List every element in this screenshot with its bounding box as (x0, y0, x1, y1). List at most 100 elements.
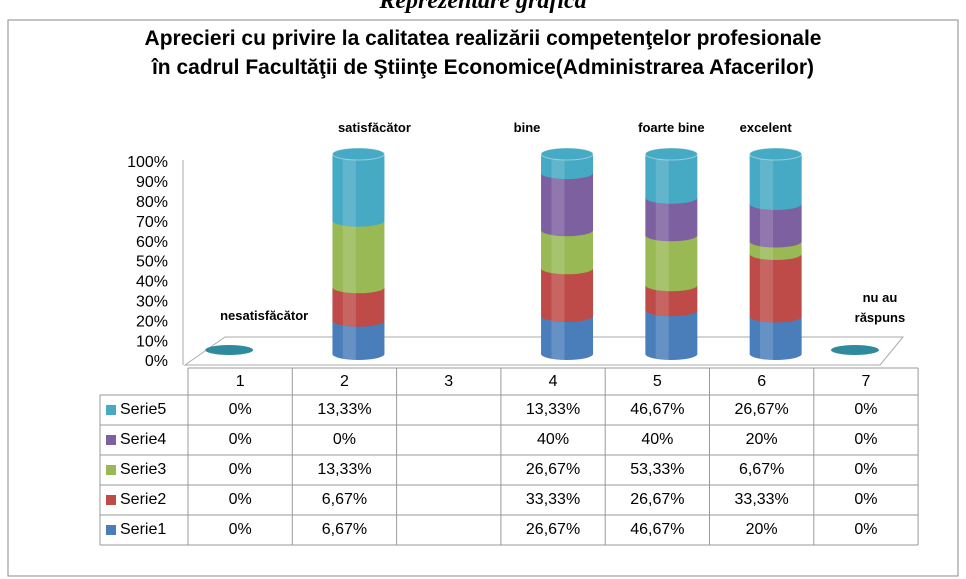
legend-label: Serie3 (120, 461, 166, 478)
table-cell: 13,33% (526, 401, 580, 418)
shade (760, 154, 774, 211)
y-tick-label: 60% (136, 234, 168, 251)
shade (655, 310, 669, 360)
x-tick-label: 1 (236, 373, 245, 390)
table-cell: 0% (229, 491, 252, 508)
title-line: Aprecieri cu privire la calitatea realiz… (144, 27, 822, 50)
cylinder-segment (645, 197, 698, 242)
shade (655, 154, 669, 204)
shade (655, 197, 669, 242)
shade (551, 173, 565, 237)
legend-swatch (106, 495, 116, 505)
category-annotation: satisfăcător (337, 120, 411, 135)
cylinder-segment (749, 316, 802, 360)
y-tick-label: 10% (136, 333, 168, 350)
y-tick-label: 40% (136, 274, 168, 291)
y-tick-label: 80% (136, 194, 168, 211)
chart-border (7, 19, 959, 577)
x-tick-label: 2 (340, 373, 349, 390)
category-annotation: bine (513, 120, 541, 135)
table-cell: 33,33% (526, 491, 580, 508)
y-tick-label: 30% (136, 294, 168, 311)
category-annotation: nesatisfăcător (220, 308, 309, 323)
shade (551, 154, 565, 180)
y-tick-label: 20% (136, 313, 168, 330)
cylinder-segment (749, 204, 802, 248)
shade (655, 235, 669, 292)
cylinder-segment (749, 254, 802, 323)
cylinder-segment (541, 268, 594, 322)
table-cell: 0% (854, 401, 877, 418)
table-cell: 53,33% (630, 461, 684, 478)
legend-label: Serie4 (120, 431, 166, 448)
x-tick-label: 5 (653, 373, 662, 390)
shade (551, 315, 565, 360)
legend-swatch (106, 435, 116, 445)
cylinder-segment (541, 315, 594, 360)
table-cell: 0% (229, 521, 252, 538)
shade (655, 285, 669, 317)
cylinder-segment (332, 287, 385, 327)
shade (760, 316, 774, 360)
cylinder-segment (749, 154, 802, 211)
legend-swatch (106, 405, 116, 415)
table-cell: 26,67% (735, 401, 789, 418)
table-cell: 13,33% (317, 401, 371, 418)
table-cell: 0% (229, 461, 252, 478)
category-annotation: excelent (739, 120, 792, 135)
table-cell: 13,33% (317, 461, 371, 478)
cylinder-segment (645, 154, 698, 204)
x-tick-label: 6 (757, 373, 766, 390)
table-cell: 0% (333, 431, 356, 448)
table-cell: 6,67% (322, 521, 367, 538)
table-cell: 26,67% (630, 491, 684, 508)
table-cell: 0% (854, 461, 877, 478)
cylinder-segment (645, 235, 698, 292)
shade (551, 230, 565, 275)
y-tick-label: 50% (136, 254, 168, 271)
cylinder-segment (332, 220, 385, 294)
empty-cylinder (205, 345, 254, 355)
shade (551, 268, 565, 322)
table-cell: 0% (854, 431, 877, 448)
y-tick-label: 100% (127, 154, 168, 171)
legend-label: Serie1 (120, 521, 166, 538)
cylinder-top (644, 147, 698, 161)
table-cell: 0% (229, 431, 252, 448)
table-cell: 40% (537, 431, 569, 448)
title-line: în cadrul Facultăţii de Ştiinţe Economic… (151, 56, 815, 79)
cylinder-top (540, 147, 594, 161)
legend-swatch (106, 465, 116, 475)
cylinder-segment (541, 230, 594, 275)
cylinder-segment (541, 173, 594, 237)
table-cell: 40% (641, 431, 673, 448)
heading: Reprezentare grafică (379, 0, 587, 14)
shade (342, 287, 356, 327)
x-tick-label: 7 (861, 373, 870, 390)
cylinder-segment (541, 154, 594, 180)
table-cell: 26,67% (526, 461, 580, 478)
legend-label: Serie2 (120, 491, 166, 508)
shade (342, 154, 356, 227)
x-tick-label: 4 (549, 373, 558, 390)
table-cell: 0% (854, 521, 877, 538)
cylinder-segment (645, 285, 698, 317)
table-cell: 6,67% (322, 491, 367, 508)
chart-title: Aprecieri cu privire la calitatea realiz… (8, 24, 958, 82)
table-cell: 20% (746, 521, 778, 538)
empty-cylinder (830, 345, 879, 355)
table-cell: 20% (746, 431, 778, 448)
category-annotation: foarte bine (638, 120, 705, 135)
table-cell: 46,67% (630, 521, 684, 538)
x-tick-label: 3 (444, 373, 453, 390)
table-cell: 46,67% (630, 401, 684, 418)
table-cell: 26,67% (526, 521, 580, 538)
table-cell: 6,67% (739, 461, 784, 478)
legend-swatch (106, 525, 116, 535)
cylinder-top (749, 147, 803, 161)
y-tick-label: 0% (145, 353, 168, 370)
table-cell: 33,33% (735, 491, 789, 508)
cylinder-segment (645, 310, 698, 360)
legend-label: Serie5 (120, 401, 166, 418)
